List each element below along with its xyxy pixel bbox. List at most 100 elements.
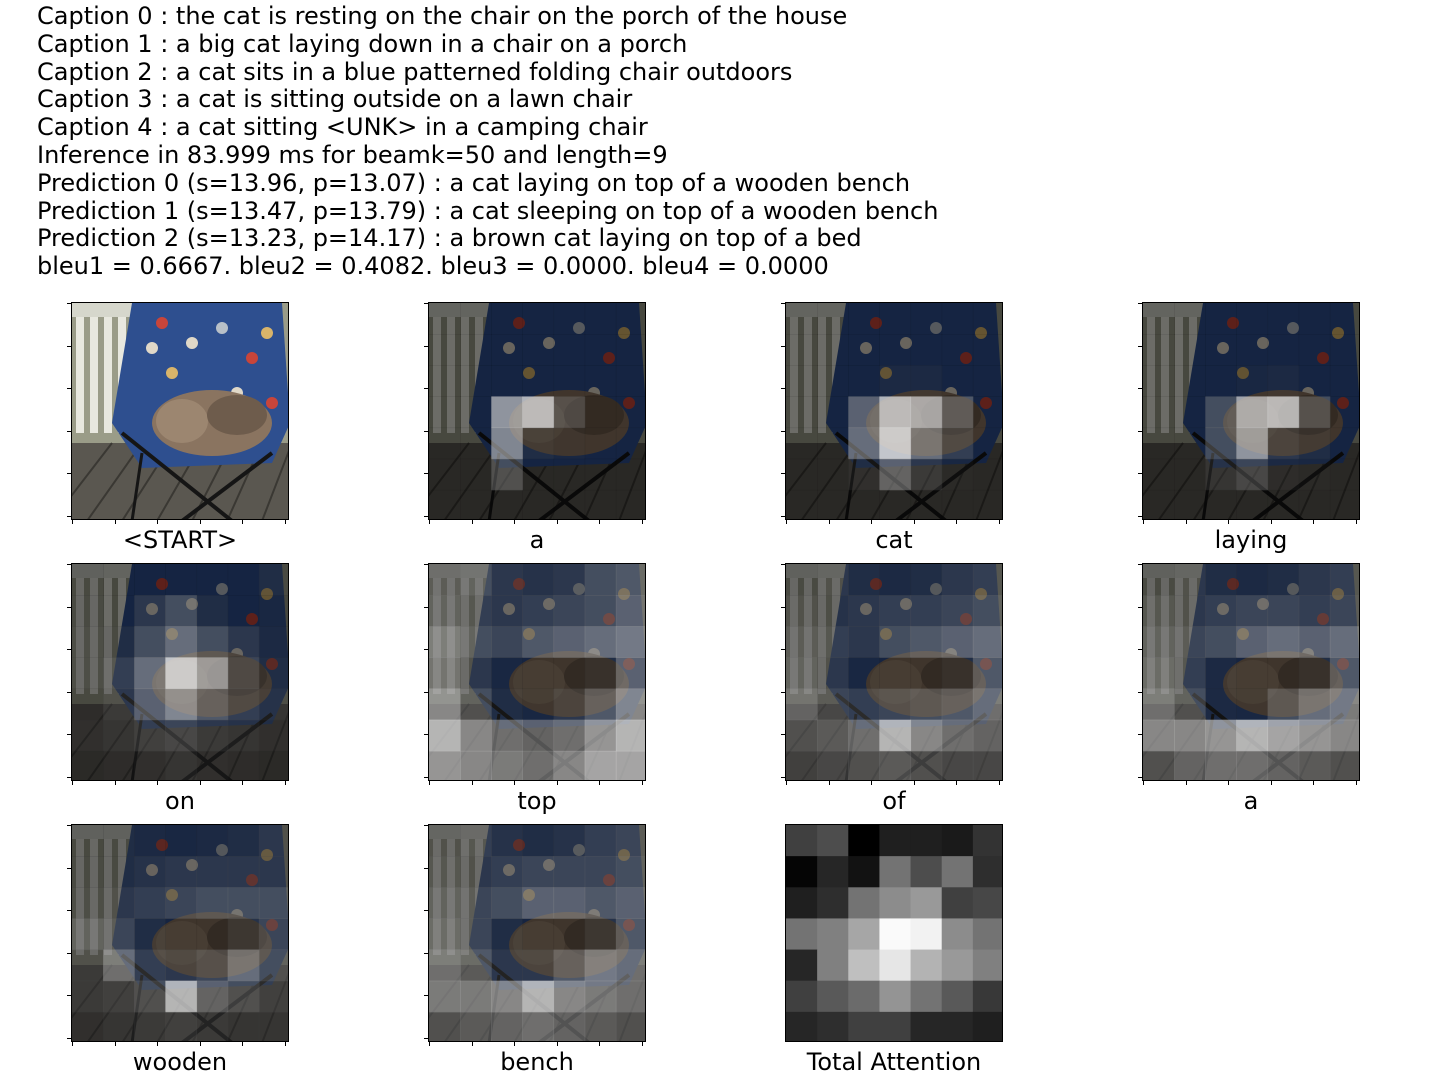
- attention-cell: [910, 856, 943, 888]
- attention-cell: [72, 626, 104, 658]
- attention-cell: [786, 626, 818, 658]
- attention-cell: [848, 887, 880, 919]
- axis-tick: [781, 564, 785, 565]
- attention-cell: [910, 719, 943, 752]
- axis-tick: [642, 781, 643, 785]
- attention-cell: [584, 949, 617, 982]
- axis-tick: [781, 430, 785, 432]
- attention-cell: [1205, 688, 1237, 721]
- attention-cell: [103, 688, 135, 721]
- attention-cell: [429, 334, 461, 366]
- attention-cell: [817, 949, 849, 982]
- attention-cell: [460, 657, 492, 690]
- panel-image: [1143, 564, 1359, 780]
- attention-cell: [196, 980, 229, 1013]
- axis-tick: [67, 649, 71, 651]
- attention-cell: [553, 334, 586, 366]
- attention-cell: [258, 564, 288, 596]
- attention-cell: [910, 365, 943, 397]
- attention-cell: [460, 489, 492, 519]
- attention-cell: [522, 564, 555, 596]
- attention-cell: [584, 334, 617, 366]
- attention-cell: [553, 1011, 586, 1041]
- attention-cell: [553, 949, 586, 982]
- attention-cell: [817, 750, 849, 780]
- attention-cell: [491, 489, 523, 519]
- attention-cell: [1267, 396, 1300, 429]
- attention-cell: [941, 887, 974, 919]
- attention-cell: [227, 688, 260, 721]
- panel-image: [786, 564, 1002, 780]
- attention-cell: [258, 949, 288, 982]
- attention-cell: [429, 564, 461, 596]
- axis-tick: [781, 473, 785, 475]
- attention-cell: [134, 918, 166, 951]
- attention-cell: [227, 918, 260, 951]
- attention-cell: [848, 825, 880, 857]
- attention-cell: [1236, 657, 1269, 690]
- attention-grid: [1143, 564, 1359, 780]
- attention-cell: [615, 303, 645, 335]
- attention-cell: [941, 458, 974, 491]
- panel-word-label: wooden: [132, 1048, 228, 1076]
- axis-tick: [1313, 781, 1315, 785]
- attention-cell: [165, 980, 198, 1013]
- attention-cell: [460, 688, 492, 721]
- attention-cell: [522, 688, 555, 721]
- attention-cell: [1329, 750, 1359, 780]
- attention-cell: [460, 334, 492, 366]
- attention-cell: [165, 657, 198, 690]
- attention-cell: [72, 949, 104, 982]
- axis-tick: [424, 952, 428, 954]
- attention-cell: [134, 887, 166, 919]
- attention-cell: [584, 458, 617, 491]
- attention-cell: [1329, 688, 1359, 721]
- attention-cell: [460, 595, 492, 627]
- attention-cell: [584, 595, 617, 627]
- attention-panel: [71, 302, 289, 520]
- axis-tick: [424, 691, 428, 693]
- attention-cell: [491, 887, 523, 919]
- attention-cell: [910, 918, 943, 951]
- attention-panel: [71, 563, 289, 781]
- attention-cell: [227, 719, 260, 752]
- attention-cell: [134, 856, 166, 888]
- attention-grid: [1143, 303, 1359, 519]
- attention-cell: [786, 949, 818, 982]
- attention-cell: [553, 303, 586, 335]
- attention-cell: [258, 825, 288, 857]
- attention-cell: [165, 595, 198, 627]
- attention-cell: [615, 1011, 645, 1041]
- axis-tick: [424, 564, 428, 565]
- axis-tick: [424, 734, 428, 736]
- panel-word-label: of: [882, 787, 906, 815]
- attention-cell: [103, 626, 135, 658]
- attention-cell: [429, 303, 461, 335]
- attention-cell: [196, 626, 229, 658]
- attention-cell: [165, 564, 198, 596]
- attention-cell: [429, 458, 461, 491]
- attention-cell: [972, 1011, 1002, 1041]
- attention-cell: [103, 657, 135, 690]
- attention-cell: [196, 1011, 229, 1041]
- attention-cell: [522, 657, 555, 690]
- attention-cell: [1143, 427, 1175, 460]
- axis-tick: [1356, 781, 1357, 785]
- attention-cell: [553, 365, 586, 397]
- attention-cell: [491, 626, 523, 658]
- attention-cell: [522, 1011, 555, 1041]
- attention-cell: [1143, 657, 1175, 690]
- attention-cell: [460, 980, 492, 1013]
- attention-cell: [72, 980, 104, 1013]
- attention-cell: [584, 564, 617, 596]
- header-line: Caption 1 : a big cat laying down in a c…: [37, 29, 688, 58]
- attention-cell: [165, 688, 198, 721]
- attention-cell: [460, 396, 492, 429]
- axis-tick: [424, 825, 428, 826]
- attention-cell: [972, 427, 1002, 460]
- attention-grid: [429, 825, 645, 1041]
- attention-cell: [491, 365, 523, 397]
- attention-cell: [227, 626, 260, 658]
- attention-cell: [1174, 396, 1206, 429]
- axis-tick: [424, 516, 428, 517]
